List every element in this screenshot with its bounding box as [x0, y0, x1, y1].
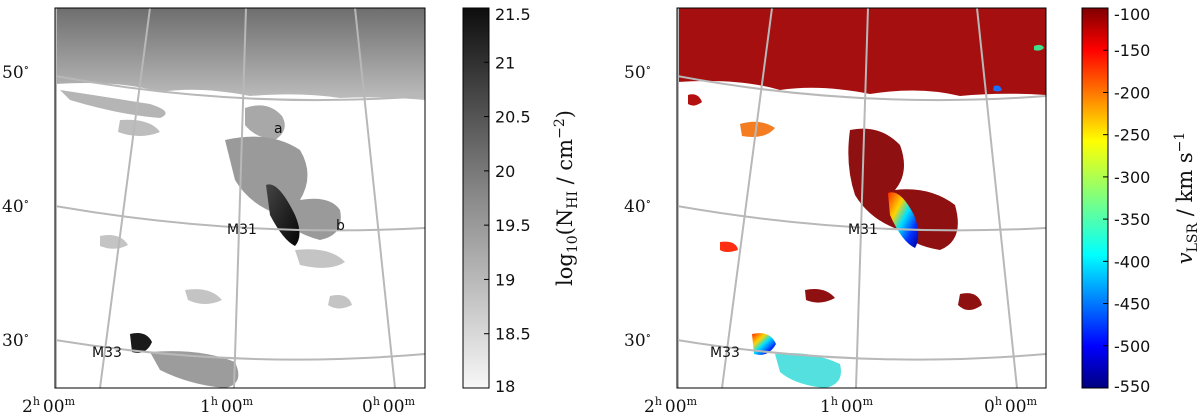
right-grid-ra-1h — [855, 8, 869, 388]
right-colorbar-tick-label: -550 — [1114, 377, 1150, 396]
right-top-cyan-spot — [1034, 44, 1044, 51]
right-cloud-orange — [740, 121, 775, 137]
right-cloud-south-1 — [805, 289, 835, 303]
right-colorbar-tick-label: -500 — [1114, 337, 1150, 356]
left-colorbar-tick-label: 21.5 — [495, 5, 531, 24]
right-colorbar-ticks: -100 -150 -200 -250 -300 -350 -400 -450 -500 -550 — [1103, 5, 1150, 396]
right-colorbar-tick-label: -150 — [1114, 41, 1150, 60]
right-cloud-complex — [848, 128, 958, 250]
left-label-m33: M33 — [92, 345, 122, 361]
right-grid-dec-50 — [677, 75, 1046, 102]
right-label-m31: M31 — [848, 222, 878, 238]
left-colorbar-tick-label: 20.5 — [495, 108, 531, 127]
right-grid-dec-30 — [677, 339, 1046, 361]
left-colorbar-tick-label: 19 — [495, 270, 515, 289]
right-panel: M31 M33 50∘ 40∘ 30∘ 2h 00m 1h 00m 0h 00m — [624, 7, 1047, 417]
left-grid-dec-30 — [55, 339, 425, 361]
right-ytick-30: 30∘ — [624, 329, 651, 351]
left-grid-dec-50 — [55, 75, 425, 102]
right-colorbar: -100 -150 -200 -250 -300 -350 -400 -450 -500 -550… — [1081, 5, 1200, 396]
right-m31-body — [888, 192, 919, 248]
left-grid-ra-1h30 — [99, 8, 151, 388]
right-xtick-0h: 0h 00m — [984, 395, 1038, 417]
left-label-m31: M31 — [227, 222, 257, 238]
left-ytick-30: 30∘ — [2, 329, 29, 351]
right-cloud-red-small — [720, 241, 738, 252]
right-colorbar-tick-label: -250 — [1114, 126, 1150, 145]
left-cloud-a — [245, 105, 285, 140]
left-cloud-south-2 — [295, 249, 345, 268]
right-cloud-south-2 — [958, 293, 982, 310]
right-xtick-2h: 2h 00m — [644, 395, 698, 417]
left-frame — [54, 7, 426, 389]
right-cloud-west — [688, 94, 702, 106]
left-colorbar-tick-label: 18.5 — [495, 325, 531, 344]
right-colorbar-tick-label: -350 — [1114, 210, 1150, 229]
left-colorbar-bar — [462, 7, 490, 389]
right-cloud-m33-stream — [775, 353, 841, 388]
left-colorbar-ticks: 21.5 21 20.5 20 19.5 19 18.5 18 — [484, 5, 531, 396]
right-colorbar-label: vLSR / km s−1 — [1172, 132, 1200, 264]
left-ytick-40: 40∘ — [2, 195, 29, 217]
left-colorbar-tick-label: 20 — [495, 162, 515, 181]
left-xtick-0h: 0h 00m — [362, 395, 416, 417]
right-colorbar-tick-label: -300 — [1114, 168, 1150, 187]
right-colorbar-tick-label: -100 — [1114, 5, 1150, 24]
right-label-m33: M33 — [710, 345, 740, 361]
right-grid-ra-0h30 — [976, 8, 1018, 388]
right-map — [677, 8, 1046, 388]
left-cloud-south-3 — [185, 289, 222, 304]
left-cloud-west-2 — [118, 119, 160, 136]
left-xtick-2h: 2h 00m — [22, 395, 76, 417]
left-label-b: b — [336, 218, 345, 234]
left-cloud-south-1 — [100, 235, 128, 249]
left-xtick-1h: 1h 00m — [200, 395, 254, 417]
left-label-a: a — [274, 121, 283, 137]
right-colorbar-tick-label: -200 — [1114, 83, 1150, 102]
left-colorbar: 21.5 21 20.5 20 19.5 19 18.5 18 log10(NHI / cm−… — [462, 5, 581, 396]
right-frame — [676, 7, 1047, 389]
right-colorbar-bar — [1081, 7, 1109, 389]
left-map — [55, 8, 425, 388]
right-grid-ra-1h30 — [721, 8, 773, 388]
left-ytick-50: 50∘ — [2, 61, 29, 83]
left-m33-body — [130, 333, 152, 353]
left-grid-ra-0h30 — [354, 8, 396, 388]
right-colorbar-tick-label: -400 — [1114, 252, 1150, 271]
right-top-blue-spot — [993, 85, 1002, 92]
right-m33-body — [752, 333, 776, 355]
right-ytick-40: 40∘ — [624, 195, 651, 217]
right-xtick-1h: 1h 00m — [820, 395, 874, 417]
left-colorbar-label: log10(NHI / cm−2) — [552, 110, 581, 286]
left-colorbar-tick-label: 19.5 — [495, 216, 531, 235]
left-cloud-complex — [225, 136, 341, 240]
left-cloud-west — [60, 90, 166, 118]
left-panel: a b M31 M33 50∘ 40∘ 30∘ 2h 00m 1h 00m 0h 00… — [2, 7, 426, 417]
left-cloud-south-4 — [328, 295, 352, 309]
left-cloud-m33-stream — [150, 351, 239, 388]
right-ytick-50: 50∘ — [624, 61, 651, 83]
left-colorbar-tick-label: 21 — [495, 53, 515, 72]
left-grid-ra-1h — [233, 8, 247, 388]
right-colorbar-tick-label: -450 — [1114, 295, 1150, 314]
left-colorbar-tick-label: 18 — [495, 377, 515, 396]
